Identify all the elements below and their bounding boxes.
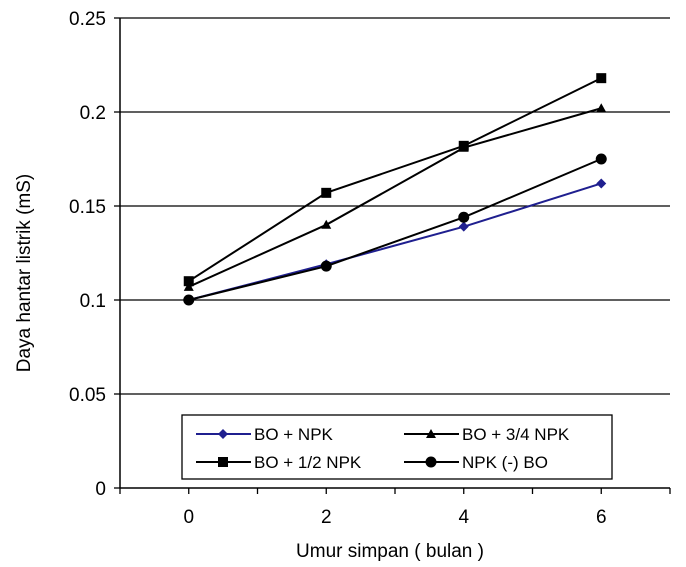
data-point-triangle xyxy=(321,219,332,229)
data-point-circle xyxy=(320,260,332,272)
legend-item: BO + NPK xyxy=(196,425,334,444)
data-point-diamond xyxy=(218,429,228,439)
y-tick-label: 0.1 xyxy=(80,291,106,312)
x-axis-title: Umur simpan ( bulan ) xyxy=(296,541,484,562)
data-point-square xyxy=(183,276,194,287)
legend-item: BO + 1/2 NPK xyxy=(196,453,362,472)
y-tick-label: 0.25 xyxy=(69,9,106,30)
y-tick-label: 0 xyxy=(95,479,106,500)
data-point-diamond xyxy=(458,221,469,232)
data-point-square xyxy=(321,187,332,198)
x-tick-label: 6 xyxy=(596,507,607,528)
series-group xyxy=(183,73,607,306)
legend-item: BO + 3/4 NPK xyxy=(404,425,570,444)
data-point-triangle xyxy=(183,281,194,291)
series-3 xyxy=(183,153,607,306)
series-2 xyxy=(183,73,607,287)
y-axis-title: Daya hantar listrik (mS) xyxy=(14,174,35,373)
grid-lines xyxy=(120,17,670,395)
y-tick-label: 0.2 xyxy=(80,103,106,124)
x-axis-ticks: 0 2 4 6 xyxy=(119,488,671,528)
data-point-circle xyxy=(458,211,470,223)
data-point-diamond xyxy=(596,178,607,189)
series-line xyxy=(188,158,602,301)
data-point-triangle xyxy=(596,103,607,113)
data-point-square xyxy=(458,140,469,151)
y-axis-ticks: 0 0.05 0.1 0.15 0.2 0.25 xyxy=(69,9,120,500)
legend-item: NPK (-) BO xyxy=(404,453,548,472)
legend-label: NPK (-) BO xyxy=(462,453,548,472)
data-point-circle xyxy=(595,153,607,165)
series-1 xyxy=(183,103,607,291)
data-point-circle xyxy=(183,294,195,306)
series-line xyxy=(188,77,602,283)
y-tick-label: 0.05 xyxy=(69,385,106,406)
legend-label: BO + NPK xyxy=(254,425,334,444)
data-point-square xyxy=(596,73,607,84)
data-point-circle xyxy=(425,456,437,468)
x-tick-label: 2 xyxy=(321,507,332,528)
series-line xyxy=(188,107,602,288)
x-tick-label: 0 xyxy=(183,507,194,528)
x-tick-label: 4 xyxy=(458,507,469,528)
data-point-triangle xyxy=(426,429,436,438)
legend-label: BO + 3/4 NPK xyxy=(462,425,570,444)
data-point-square xyxy=(218,457,228,467)
legend-label: BO + 1/2 NPK xyxy=(254,453,362,472)
legend-box xyxy=(181,414,613,480)
legend: BO + NPK BO + 3/4 NPK BO + 1/2 NPK NPK (-) … xyxy=(181,414,613,480)
y-tick-label: 0.15 xyxy=(69,197,106,218)
